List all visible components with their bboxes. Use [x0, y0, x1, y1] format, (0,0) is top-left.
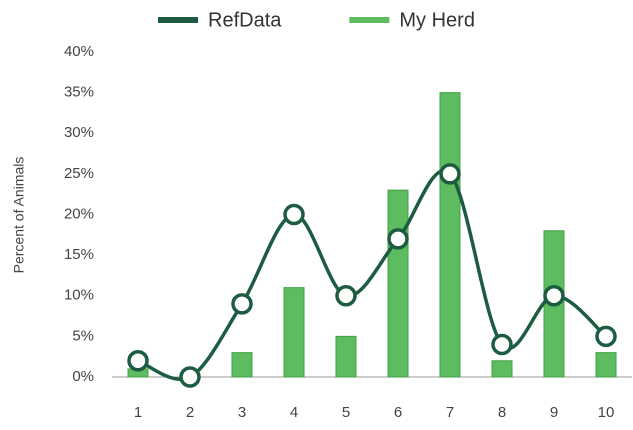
y-tick-label: 5% [72, 327, 94, 344]
bar [491, 360, 513, 378]
point [231, 293, 253, 315]
bar [335, 335, 357, 378]
y-tick-label: 15% [64, 246, 94, 263]
point [491, 333, 513, 356]
y-tick-label: 20% [64, 205, 94, 222]
point [179, 366, 201, 388]
legend-label: My Herd [399, 9, 475, 31]
bar [283, 287, 305, 378]
point [335, 285, 357, 307]
x-tick-label: 6 [394, 404, 402, 421]
x-tick-label: 3 [238, 404, 246, 421]
point [283, 203, 305, 226]
x-tick-label: 10 [598, 404, 615, 421]
x-tick-label: 1 [134, 404, 142, 421]
x-tick-label: 2 [186, 404, 194, 421]
line [137, 169, 608, 381]
point [387, 228, 409, 250]
bar [595, 352, 617, 378]
x-tick-label: 4 [290, 404, 298, 421]
x-tick-label: 7 [446, 404, 454, 421]
x-tick-label: 9 [550, 404, 558, 421]
y-axis-label: Percent of Animals [11, 157, 27, 274]
x-tick-label: 5 [342, 404, 350, 421]
bar [231, 352, 253, 378]
legend-label: RefData [208, 9, 282, 31]
x-tick-label: 8 [498, 404, 506, 421]
y-tick-label: 10% [64, 287, 94, 304]
y-tick-label: 0% [72, 368, 94, 385]
y-tick-label: 40% [64, 43, 94, 60]
point [439, 163, 461, 185]
y-tick-label: 30% [64, 124, 94, 141]
bar [439, 92, 461, 378]
bar [387, 189, 409, 378]
point [543, 285, 565, 307]
y-tick-label: 35% [64, 84, 94, 101]
y-tick-label: 25% [64, 165, 94, 182]
point [595, 325, 617, 348]
point [127, 350, 149, 372]
